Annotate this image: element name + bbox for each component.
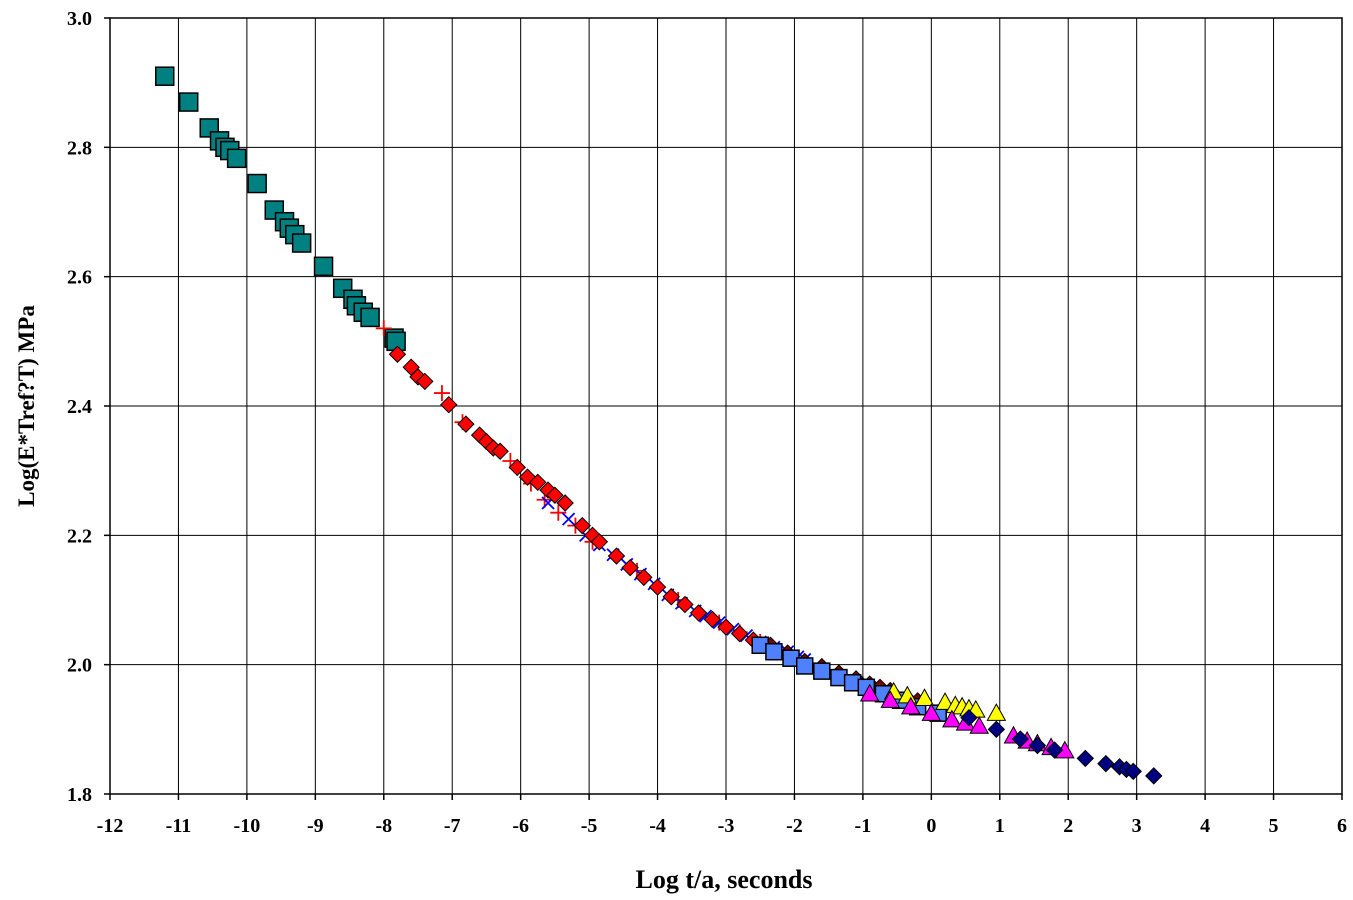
y-tick-label: 1.8 — [67, 784, 92, 806]
y-tick-label: 2.2 — [67, 525, 92, 547]
data-point — [546, 486, 564, 504]
data-point — [717, 618, 735, 636]
data-point — [226, 148, 247, 169]
data-point — [914, 688, 935, 706]
data-point — [590, 533, 609, 551]
x-tick-labels: -12 -11 -10 -9 -8 -7 -6 -5 -4 -3 -2 -1 0 1 2 3 4 5 6 — [97, 815, 1347, 837]
data-point — [765, 642, 783, 661]
data-point — [573, 516, 591, 535]
data-point — [987, 720, 1006, 739]
data-point — [247, 173, 267, 194]
x-tick-label: -7 — [444, 815, 461, 837]
data-point — [291, 233, 312, 253]
y-tick-label: 2.6 — [67, 267, 92, 289]
x-tick-label: 2 — [1063, 815, 1073, 837]
data-point — [375, 320, 392, 337]
y-tick-label: 3.0 — [67, 8, 92, 30]
grid — [104, 17, 1343, 800]
data-point — [1145, 767, 1163, 785]
data-point — [986, 703, 1007, 721]
data-point — [921, 703, 942, 721]
x-tick-label: -11 — [166, 815, 192, 837]
y-axis-title: Log(E*Tref?T) MPa — [14, 305, 39, 507]
x-tick-label: 6 — [1337, 815, 1347, 837]
x-tick-label: -12 — [97, 815, 124, 837]
y-tick-label: 2.0 — [67, 655, 92, 677]
x-tick-label: 5 — [1269, 815, 1279, 837]
data-point — [178, 92, 199, 112]
x-tick-label: 1 — [995, 815, 1005, 837]
data-point — [313, 256, 334, 277]
data-point — [703, 610, 722, 629]
data-point — [529, 473, 547, 492]
series-0 — [155, 66, 406, 352]
data-point — [360, 307, 380, 328]
x-tick-label: 4 — [1200, 815, 1210, 837]
data-point — [730, 624, 749, 643]
data-point — [960, 708, 978, 727]
data-point — [1097, 754, 1115, 773]
data-point — [935, 692, 955, 710]
data-point — [795, 657, 814, 675]
x-tick-label: 0 — [926, 815, 936, 837]
data-point — [508, 458, 526, 477]
data-point — [457, 415, 475, 433]
data-point — [621, 558, 639, 577]
data-point — [561, 512, 576, 526]
data-point — [1045, 741, 1064, 759]
data-point — [491, 442, 509, 460]
data-point — [880, 690, 901, 708]
x-tick-label: -3 — [718, 815, 735, 837]
data-point — [155, 66, 175, 86]
data-point — [1076, 749, 1095, 768]
x-tick-label: -2 — [786, 815, 803, 837]
x-tick-label: -5 — [581, 815, 598, 837]
y-tick-label: 2.8 — [67, 137, 92, 159]
series-1 — [375, 320, 769, 651]
x-tick-label: -8 — [375, 815, 392, 837]
data-point — [416, 372, 434, 391]
data-point — [942, 709, 962, 728]
data-point — [388, 345, 407, 363]
x-tick-label: -1 — [855, 815, 872, 837]
x-tick-label: -6 — [512, 815, 529, 837]
data-point — [550, 504, 567, 521]
data-point — [433, 385, 450, 402]
x-tick-label: -4 — [649, 815, 666, 837]
data-point — [689, 604, 708, 622]
data-point — [648, 578, 667, 596]
x-tick-label: -9 — [307, 815, 324, 837]
data-point — [662, 588, 680, 606]
x-axis-title: Log t/a, seconds — [636, 865, 813, 894]
x-tick-label: -10 — [234, 815, 261, 837]
data-point — [969, 716, 990, 734]
data-point — [900, 696, 921, 715]
data-point — [859, 683, 880, 702]
data-point — [556, 494, 574, 512]
data-point — [1124, 762, 1142, 781]
data-point — [635, 568, 653, 587]
series-layer — [155, 66, 1163, 785]
data-point — [1011, 730, 1030, 748]
y-tick-labels: 1.8 2.0 2.2 2.4 2.6 2.8 3.0 — [67, 8, 92, 806]
data-point — [1028, 736, 1047, 755]
plot-frame — [109, 17, 1343, 795]
data-point — [440, 395, 458, 414]
data-point — [813, 662, 831, 680]
y-tick-label: 2.4 — [67, 396, 92, 418]
x-tick-label: 3 — [1132, 815, 1142, 837]
data-point — [607, 547, 626, 565]
series-8 — [960, 708, 1163, 785]
series-3 — [388, 345, 763, 649]
data-point — [676, 595, 694, 614]
